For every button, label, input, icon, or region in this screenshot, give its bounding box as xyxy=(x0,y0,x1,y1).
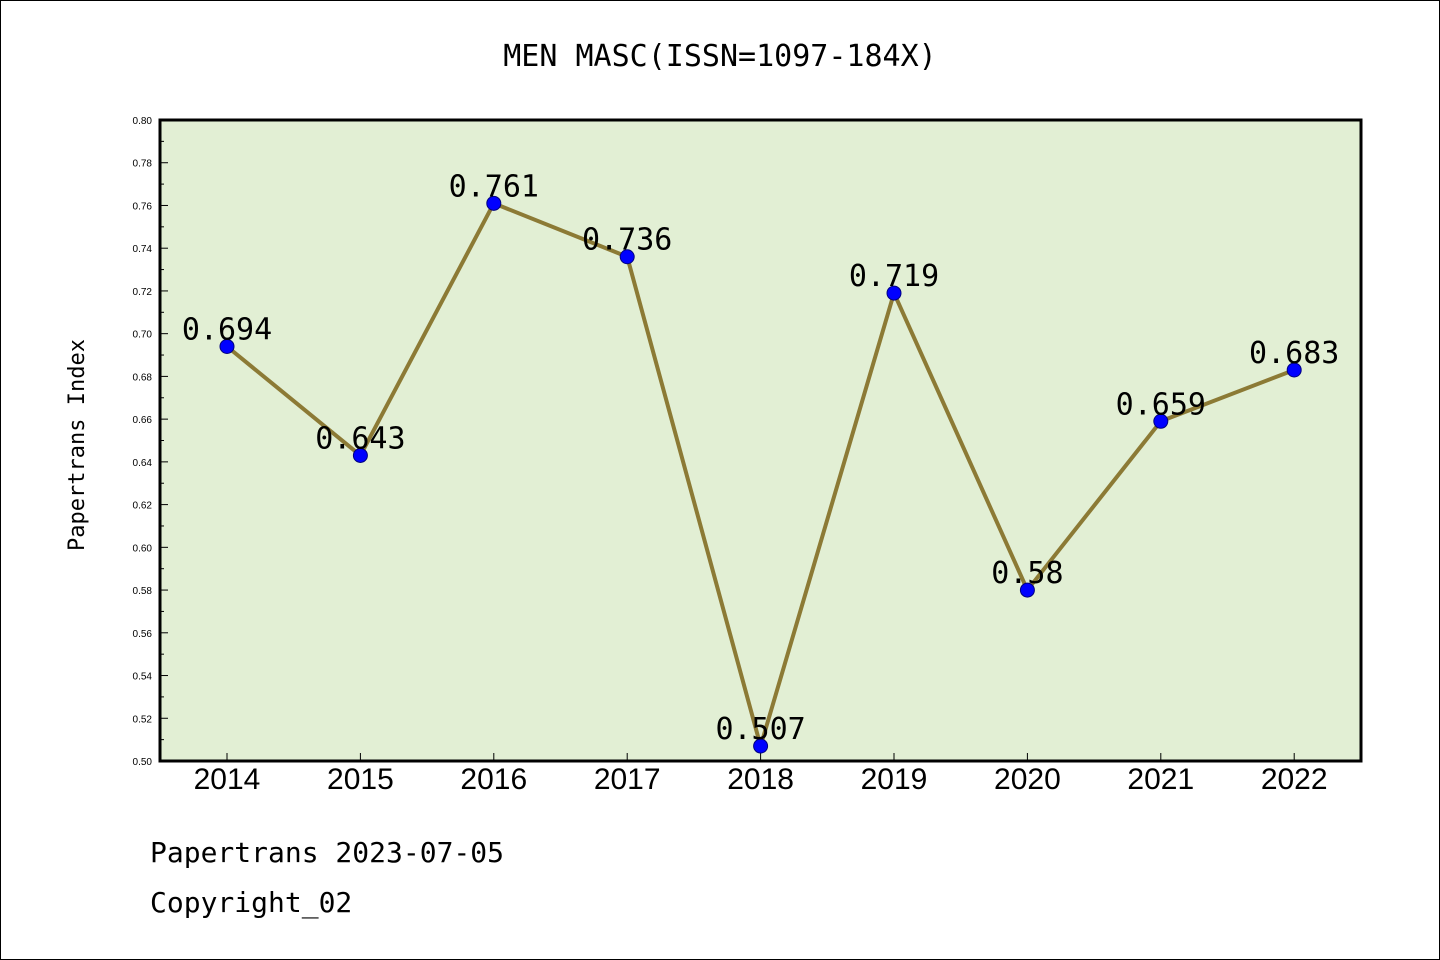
data-labels: 0.694 0.643 0.761 0.736 0.507 0.719 0.58 0.659 0… xyxy=(182,169,1340,747)
data-point xyxy=(753,738,769,754)
y-tick-label: 0.72 xyxy=(133,287,153,298)
data-label: 0.694 xyxy=(182,312,272,347)
data-point xyxy=(1019,582,1035,598)
data-label: 0.507 xyxy=(715,712,805,747)
chart-title: MEN MASC(ISSN=1097-184X) xyxy=(503,39,936,74)
y-tick-label: 0.78 xyxy=(133,159,153,170)
x-tick-label: 2020 xyxy=(994,763,1061,796)
y-tick-label: 0.56 xyxy=(133,629,153,640)
data-point xyxy=(219,338,235,354)
y-tick-label: 0.70 xyxy=(133,330,153,341)
data-label: 0.58 xyxy=(991,556,1063,591)
x-tick-label: 2014 xyxy=(194,763,261,796)
data-point xyxy=(886,285,902,301)
x-tick-label: 2019 xyxy=(861,763,928,796)
data-label: 0.736 xyxy=(582,223,672,258)
y-tick-label: 0.80 xyxy=(133,116,153,127)
plot-border xyxy=(158,118,1363,763)
data-label: 0.683 xyxy=(1249,336,1339,371)
data-point xyxy=(1286,362,1302,378)
x-tick-label: 2022 xyxy=(1261,763,1328,796)
data-label: 0.643 xyxy=(315,421,405,456)
y-tick-label: 0.60 xyxy=(133,543,153,554)
y-tick-label: 0.76 xyxy=(133,201,153,212)
data-point xyxy=(486,195,502,211)
y-axis-label: Papertrans Index xyxy=(65,339,90,551)
data-point xyxy=(619,249,635,265)
data-points xyxy=(219,195,1302,754)
x-tick-label: 2017 xyxy=(594,763,661,796)
x-tick-label: 2018 xyxy=(727,763,794,796)
footer-copyright: Copyright_02 xyxy=(150,886,353,919)
y-tick-label: 0.50 xyxy=(133,757,153,768)
data-label: 0.659 xyxy=(1116,387,1206,422)
data-label: 0.761 xyxy=(449,169,539,204)
data-point xyxy=(1153,413,1169,429)
y-tick-label: 0.68 xyxy=(133,372,153,383)
plot-area xyxy=(160,120,1361,761)
y-tick-label: 0.66 xyxy=(133,415,153,426)
footer-date: Papertrans 2023-07-05 xyxy=(150,836,505,869)
data-point xyxy=(352,447,368,463)
y-tick-label: 0.58 xyxy=(133,586,153,597)
y-tick-label: 0.62 xyxy=(133,501,153,512)
y-tick-label: 0.52 xyxy=(133,714,153,725)
data-label: 0.719 xyxy=(849,259,939,294)
x-tick-label: 2015 xyxy=(327,763,394,796)
y-tick-label: 0.74 xyxy=(133,244,153,255)
x-tick-label: 2021 xyxy=(1127,763,1194,796)
x-tick-label: 2016 xyxy=(460,763,527,796)
y-tick-label: 0.54 xyxy=(133,672,153,683)
x-axis: 2014 2015 2016 2017 2018 2019 2020 2021 2022 xyxy=(194,753,1328,796)
y-tick-label: 0.64 xyxy=(133,458,153,469)
